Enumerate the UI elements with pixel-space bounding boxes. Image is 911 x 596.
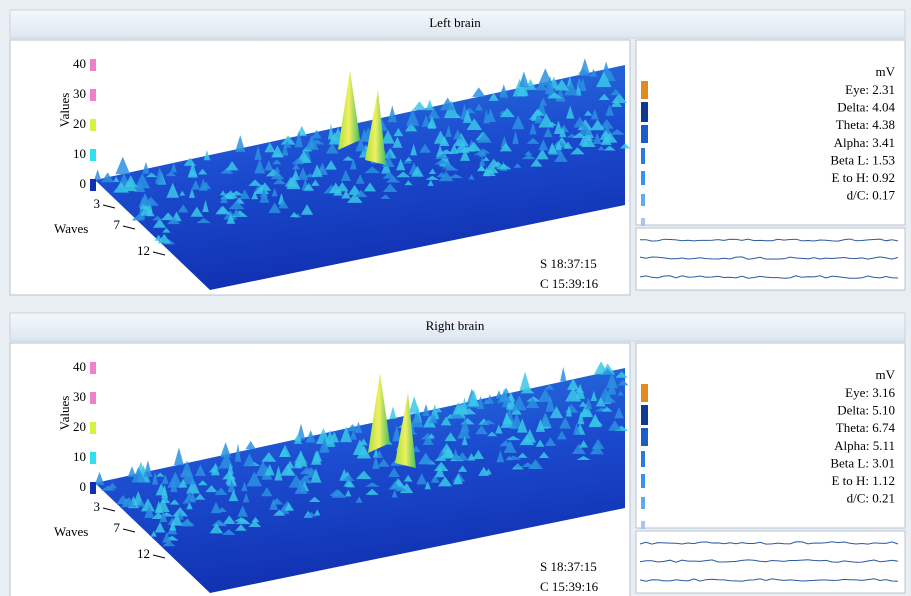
panel-title: Left brain xyxy=(429,15,481,30)
x-axis-label: Waves xyxy=(54,221,88,236)
reading: Beta L: 1.53 xyxy=(830,152,895,167)
reading-bar xyxy=(641,218,645,226)
x-tick-label: 3 xyxy=(94,499,101,514)
reading-bar xyxy=(641,102,648,122)
reading-label: E to H: xyxy=(831,473,869,488)
reading: d/C: 0.17 xyxy=(847,188,896,203)
reading-value: 0.21 xyxy=(872,491,895,506)
reading-bar xyxy=(641,148,645,164)
reading-bar xyxy=(641,81,648,99)
timestamp: C 15:39:16 xyxy=(540,579,599,594)
reading-bar xyxy=(641,194,645,206)
y-tick-swatch xyxy=(90,179,96,191)
x-tick-label: 7 xyxy=(114,520,121,535)
y-tick-label: 30 xyxy=(73,86,86,101)
reading: Alpha: 3.41 xyxy=(834,135,895,150)
reading-label: Theta: xyxy=(836,420,869,435)
reading-bar xyxy=(641,521,645,529)
unit-label: mV xyxy=(876,64,896,79)
y-tick-swatch xyxy=(90,59,96,71)
reading: E to H: 0.92 xyxy=(831,170,895,185)
y-tick-swatch xyxy=(90,422,96,434)
timestamp: S 18:37:15 xyxy=(540,559,597,574)
reading-value: 1.12 xyxy=(872,473,895,488)
reading-bar xyxy=(641,384,648,402)
reading-label: Alpha: xyxy=(834,438,869,453)
reading-label: Delta: xyxy=(837,100,869,115)
reading: E to H: 1.12 xyxy=(831,473,895,488)
reading-value: 2.31 xyxy=(872,82,895,97)
y-tick-swatch xyxy=(90,119,96,131)
reading-label: Delta: xyxy=(837,403,869,418)
y-tick-label: 10 xyxy=(73,449,86,464)
reading-value: 3.16 xyxy=(872,385,895,400)
reading-bar xyxy=(641,497,645,509)
x-tick-label: 12 xyxy=(137,546,150,561)
panel: Left brain Values 0 10 20 30 40 Waves 37 12 S 18:3… xyxy=(10,10,905,295)
reading-value: 5.10 xyxy=(872,403,895,418)
reading-value: 0.17 xyxy=(872,188,895,203)
x-axis-label: Waves xyxy=(54,524,88,539)
reading: Alpha: 5.11 xyxy=(834,438,895,453)
reading-label: d/C: xyxy=(847,188,869,203)
y-tick-swatch xyxy=(90,89,96,101)
reading-value: 3.01 xyxy=(872,455,895,470)
reading-value: 4.04 xyxy=(872,100,895,115)
reading: Delta: 4.04 xyxy=(837,100,895,115)
reading-bar xyxy=(641,125,648,143)
reading-label: d/C: xyxy=(847,491,869,506)
x-tick-label: 12 xyxy=(137,243,150,258)
reading-label: Eye: xyxy=(845,385,869,400)
reading-label: Beta L: xyxy=(830,455,869,470)
timestamp: S 18:37:15 xyxy=(540,256,597,271)
reading-value: 1.53 xyxy=(872,152,895,167)
x-tick-label: 3 xyxy=(94,196,101,211)
y-tick-swatch xyxy=(90,392,96,404)
x-tick-label: 7 xyxy=(114,217,121,232)
reading-value: 0.92 xyxy=(872,170,895,185)
reading-label: Beta L: xyxy=(830,152,869,167)
reading-value: 5.11 xyxy=(873,438,895,453)
reading-label: Eye: xyxy=(845,82,869,97)
y-tick-swatch xyxy=(90,362,96,374)
y-tick-label: 40 xyxy=(73,359,86,374)
reading-bar xyxy=(641,451,645,467)
reading: Delta: 5.10 xyxy=(837,403,895,418)
reading-label: E to H: xyxy=(831,170,869,185)
y-tick-label: 0 xyxy=(80,176,87,191)
panel: Right brain Values 0 10 20 30 40 Waves 37 12 S 18:… xyxy=(10,313,905,596)
timestamp: C 15:39:16 xyxy=(540,276,599,291)
reading: Eye: 2.31 xyxy=(845,82,895,97)
y-tick-label: 0 xyxy=(80,479,87,494)
eeg-screen: Left brainValues010203040Waves3712S 18:3… xyxy=(0,0,911,596)
reading-bar xyxy=(641,474,645,488)
panel-title: Right brain xyxy=(426,318,485,333)
reading: Beta L: 3.01 xyxy=(830,455,895,470)
y-tick-swatch xyxy=(90,482,96,494)
reading-value: 3.41 xyxy=(872,135,895,150)
unit-label: mV xyxy=(876,367,896,382)
y-tick-label: 40 xyxy=(73,56,86,71)
y-tick-label: 20 xyxy=(73,419,86,434)
y-axis-label: Values xyxy=(57,396,72,431)
reading-value: 4.38 xyxy=(872,117,895,132)
reading: Eye: 3.16 xyxy=(845,385,895,400)
y-tick-swatch xyxy=(90,452,96,464)
reading-bar xyxy=(641,428,648,446)
reading-bar xyxy=(641,405,648,425)
reading-label: Theta: xyxy=(836,117,869,132)
reading: Theta: 6.74 xyxy=(836,420,896,435)
reading: Theta: 4.38 xyxy=(836,117,895,132)
y-tick-label: 30 xyxy=(73,389,86,404)
reading-bar xyxy=(641,171,645,185)
y-tick-label: 20 xyxy=(73,116,86,131)
reading: d/C: 0.21 xyxy=(847,491,895,506)
y-tick-label: 10 xyxy=(73,146,86,161)
reading-label: Alpha: xyxy=(834,135,869,150)
reading-value: 6.74 xyxy=(872,420,895,435)
y-tick-swatch xyxy=(90,149,96,161)
y-axis-label: Values xyxy=(57,93,72,128)
